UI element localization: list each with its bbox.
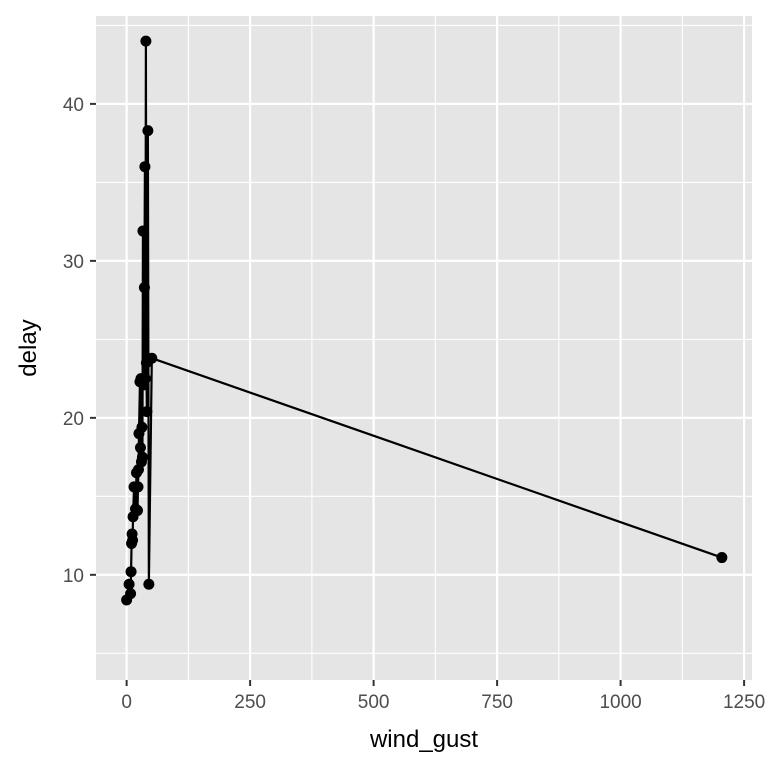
data-point bbox=[142, 125, 154, 137]
y-tick-label: 40 bbox=[63, 95, 84, 116]
y-axis-title: delay bbox=[15, 319, 42, 376]
data-point bbox=[139, 161, 151, 173]
x-tick-label: 750 bbox=[481, 692, 513, 713]
grid-minor bbox=[96, 16, 752, 680]
plot-panel bbox=[96, 16, 752, 680]
x-tick-label: 250 bbox=[234, 692, 266, 713]
x-axis-title: wind_gust bbox=[369, 726, 478, 753]
data-point bbox=[125, 588, 137, 600]
y-tick-label: 10 bbox=[63, 566, 84, 587]
data-point bbox=[136, 421, 148, 433]
grid-major bbox=[96, 16, 752, 680]
data-point bbox=[132, 481, 144, 493]
y-tick-label: 30 bbox=[63, 252, 84, 273]
x-tick-label: 500 bbox=[358, 692, 390, 713]
series-layer bbox=[121, 35, 728, 606]
x-tick-label: 1250 bbox=[723, 692, 765, 713]
data-point bbox=[138, 282, 150, 294]
data-point bbox=[136, 451, 148, 463]
data-point bbox=[716, 552, 728, 564]
data-point bbox=[123, 578, 135, 590]
data-point bbox=[139, 373, 151, 385]
y-axis: 10 20 30 40 bbox=[63, 95, 96, 587]
data-point bbox=[143, 578, 155, 590]
data-point bbox=[134, 442, 146, 454]
data-point bbox=[146, 352, 158, 364]
data-point bbox=[131, 504, 143, 516]
x-tick-label: 0 bbox=[121, 692, 132, 713]
data-point bbox=[141, 406, 153, 418]
x-axis: 0 250 500 750 1000 1250 bbox=[121, 680, 765, 713]
data-point bbox=[127, 534, 139, 546]
data-point bbox=[140, 35, 152, 47]
data-point bbox=[137, 225, 149, 237]
data-point bbox=[125, 566, 137, 578]
x-tick-label: 1000 bbox=[599, 692, 641, 713]
y-tick-label: 20 bbox=[63, 409, 84, 430]
